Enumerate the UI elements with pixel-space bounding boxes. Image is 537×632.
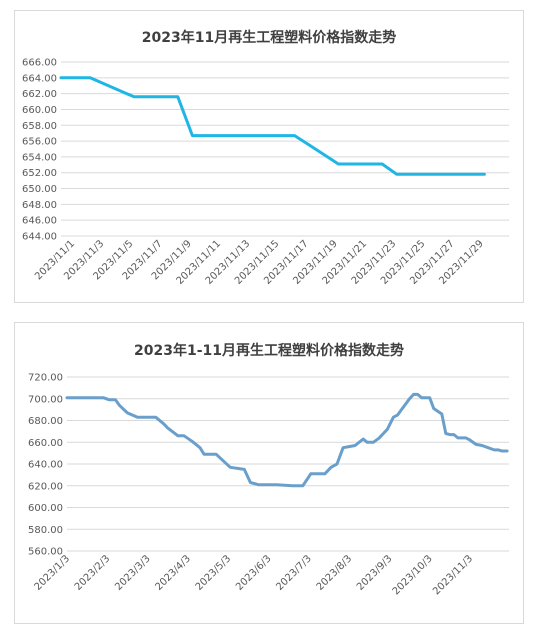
y-tick-label: 652.00 — [22, 168, 57, 179]
series-line — [65, 392, 509, 488]
x-tick-label: 2023/6/3 — [234, 553, 274, 593]
x-tick-label: 2023/11/3 — [431, 553, 475, 597]
x-tick-label: 2023/8/3 — [315, 553, 355, 593]
november-line-chart: 2023年11月再生工程塑料价格指数走势 644.00 646.00 648.00 6… — [22, 29, 509, 287]
y-tick-label: 662.00 — [22, 89, 57, 100]
y-tick-label: 650.00 — [22, 184, 57, 195]
y-tick-label: 600.00 — [28, 503, 63, 514]
y-tick-label: 646.00 — [22, 216, 57, 227]
x-tick-label: 2023/2/3 — [73, 553, 113, 593]
y-tick-label: 620.00 — [28, 481, 63, 492]
year-line-chart: 2023年1-11月再生工程塑料价格指数走势 560.00 580.00 600.0… — [28, 342, 509, 597]
november-chart-panel: 2023年11月再生工程塑料价格指数走势 644.00 646.00 648.00 6… — [14, 10, 524, 303]
x-tick-label: 2023/7/3 — [274, 553, 314, 593]
chart-title: 2023年1-11月再生工程塑料价格指数走势 — [134, 342, 404, 359]
y-tick-label: 658.00 — [22, 121, 57, 132]
x-tick-label: 2023/9/3 — [355, 553, 395, 593]
y-tick-label: 560.00 — [28, 547, 63, 558]
y-tick-label: 648.00 — [22, 200, 57, 211]
series-line — [59, 76, 486, 176]
x-tick-label: 2023/4/3 — [153, 553, 193, 593]
y-tick-label: 644.00 — [22, 232, 57, 243]
y-tick-label: 700.00 — [28, 394, 63, 405]
y-tick-label: 654.00 — [22, 152, 57, 163]
y-tick-label: 580.00 — [28, 525, 63, 536]
chart-title: 2023年11月再生工程塑料价格指数走势 — [142, 29, 396, 46]
x-tick-label: 2023/1/3 — [33, 553, 73, 593]
x-tick-label: 2023/10/3 — [391, 553, 435, 597]
y-tick-label: 660.00 — [22, 105, 57, 116]
y-tick-label: 680.00 — [28, 416, 63, 427]
y-tick-label: 656.00 — [22, 137, 57, 148]
x-tick-label: 2023/5/3 — [194, 553, 234, 593]
y-tick-label: 664.00 — [22, 73, 57, 84]
y-tick-label: 720.00 — [28, 373, 63, 384]
x-tick-label: 2023/3/3 — [113, 553, 153, 593]
y-tick-label: 666.00 — [22, 58, 57, 69]
y-tick-label: 660.00 — [28, 438, 63, 449]
year-chart-panel: 2023年1-11月再生工程塑料价格指数走势 560.00 580.00 600.0… — [14, 322, 524, 624]
y-tick-label: 640.00 — [28, 460, 63, 471]
